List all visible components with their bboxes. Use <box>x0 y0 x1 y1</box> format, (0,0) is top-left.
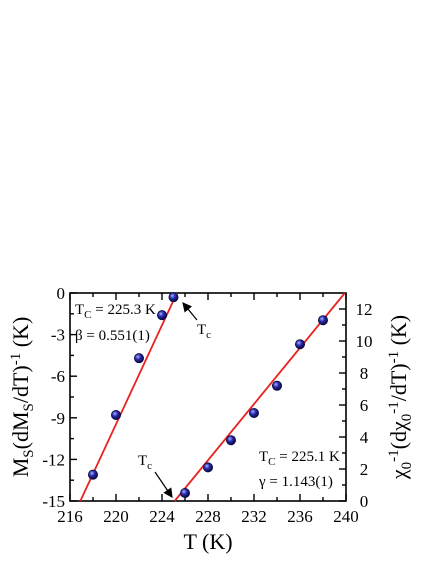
arrow-tc-bottom <box>154 471 173 498</box>
annotation-tc-arrow-bottom: Tc <box>138 453 152 472</box>
left-tick-label: 0 <box>57 284 66 303</box>
data-point-left <box>156 310 167 321</box>
right-tick-label: 4 <box>360 428 369 447</box>
x-tick-label: 220 <box>103 507 129 526</box>
left-tick-label: -3 <box>51 326 65 345</box>
arrow-tc-top <box>182 302 198 321</box>
data-point-left <box>111 410 122 421</box>
x-tick-label: 232 <box>241 507 267 526</box>
x-tick-label: 240 <box>333 507 359 526</box>
data-point-right <box>248 407 259 418</box>
data-point-left <box>133 353 144 364</box>
left-tick-label: -9 <box>51 409 65 428</box>
left-axis-title: MS(dMS/dT)-1 (K) <box>8 317 37 478</box>
data-point-left <box>88 469 99 480</box>
fit-line-right <box>173 292 346 502</box>
data-points <box>88 292 328 498</box>
right-axis-title: χ0-1(dχ0-1/dT)-1 (K) <box>386 315 415 480</box>
right-tick-label: 8 <box>360 364 369 383</box>
left-tick-label: -15 <box>42 492 65 511</box>
fit-line-left <box>79 292 178 502</box>
data-point-right <box>317 315 328 326</box>
right-tick-label: 10 <box>356 332 373 351</box>
right-tick-label: 12 <box>356 300 373 319</box>
annotation-tc-left: TC = 225.3 K <box>75 302 156 321</box>
data-point-left <box>168 292 179 303</box>
right-tick-label: 0 <box>360 492 369 511</box>
annotation-beta: β = 0.551(1) <box>75 328 150 344</box>
x-axis-title: T (K) <box>183 529 232 554</box>
data-point-right <box>225 435 236 446</box>
right-tick-label: 2 <box>360 460 369 479</box>
x-tick-label: 216 <box>57 507 83 526</box>
fit-lines <box>79 292 346 502</box>
annotation-tc-arrow-top: Tc <box>197 322 211 341</box>
annotation-gamma: γ = 1.143(1) <box>258 474 333 490</box>
x-tick-label: 228 <box>195 507 221 526</box>
left-tick-label: -12 <box>42 450 65 469</box>
data-point-right <box>202 462 213 473</box>
right-tick-label: 6 <box>360 396 369 415</box>
annotation-tc-right: TC = 225.1 K <box>259 449 340 468</box>
x-tick-label: 236 <box>287 507 313 526</box>
x-tick-label: 224 <box>149 507 175 526</box>
data-point-right <box>179 487 190 498</box>
left-tick-label: -6 <box>51 367 65 386</box>
data-point-right <box>294 339 305 350</box>
ticks <box>69 292 347 502</box>
data-point-right <box>271 380 282 391</box>
